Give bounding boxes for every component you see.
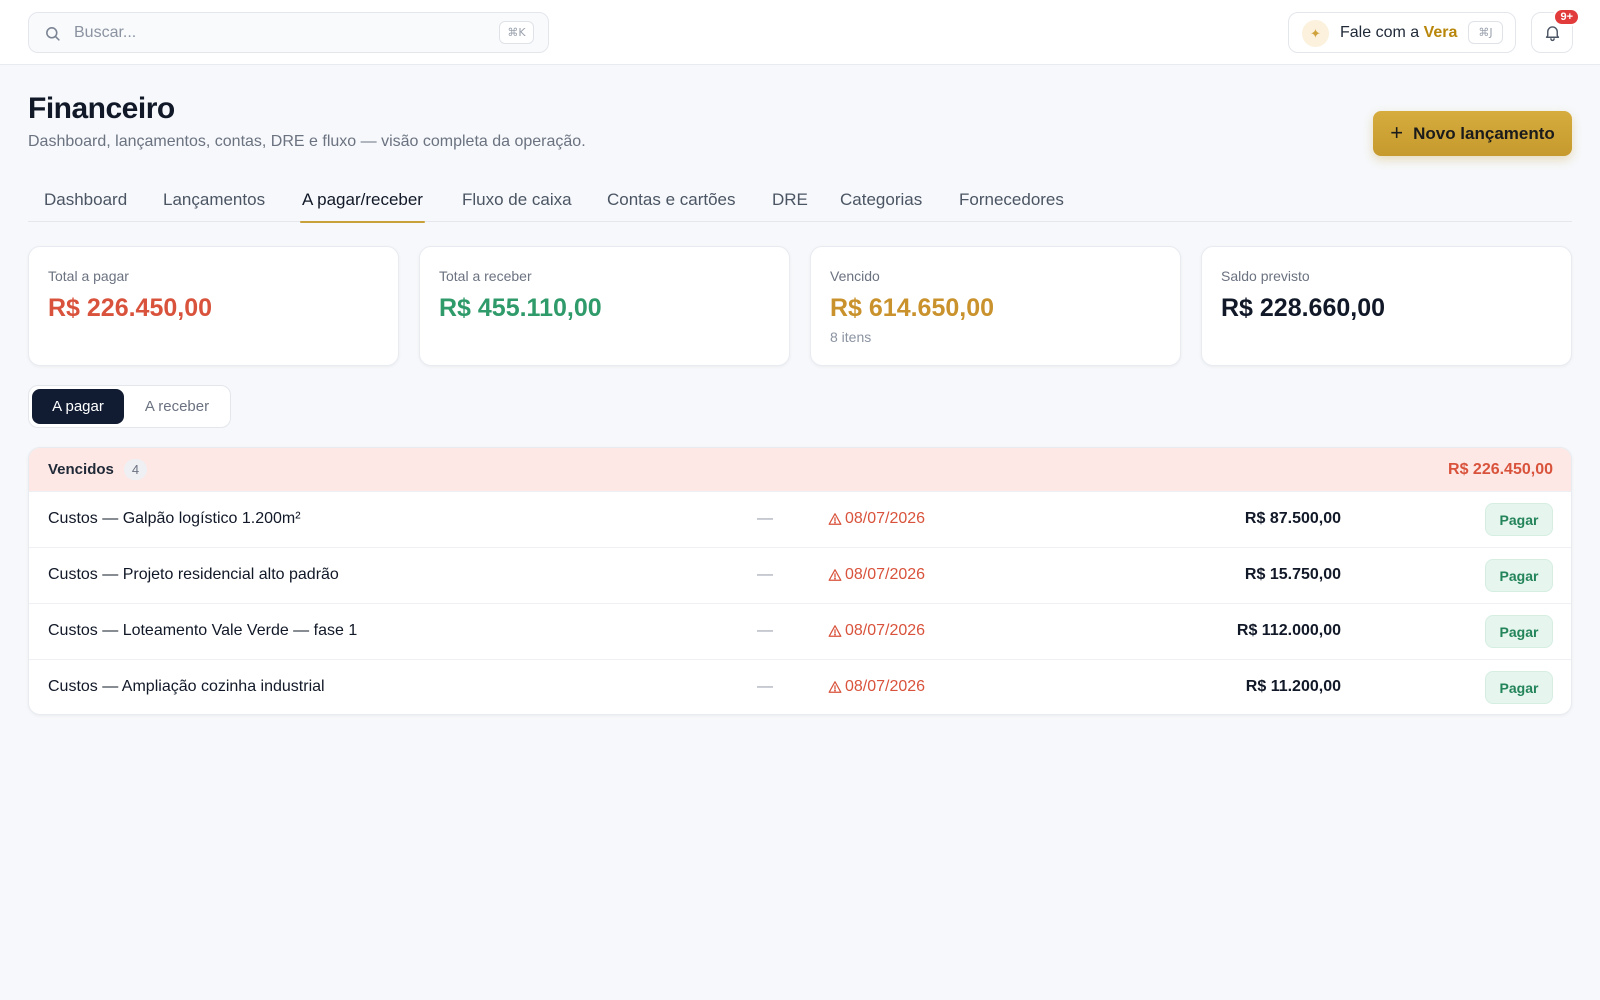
row-empty-cell: — bbox=[757, 622, 773, 639]
row-amount: R$ 11.200,00 bbox=[1245, 678, 1341, 695]
row-due-date: 08/07/2026 bbox=[828, 510, 925, 528]
row-amount: R$ 112.000,00 bbox=[1236, 622, 1341, 639]
row-amount: R$ 87.500,00 bbox=[1244, 510, 1341, 527]
stat-value: R$ 228.660,00 bbox=[1221, 294, 1386, 322]
row-due-date: 08/07/2026 bbox=[828, 678, 925, 696]
tab-categorias[interactable]: Categorias bbox=[840, 190, 923, 209]
stat-card-saldo-previsto: Saldo previsto R$ 228.660,00 bbox=[1201, 246, 1572, 366]
row-empty-cell: — bbox=[757, 510, 773, 527]
pay-button[interactable]: Pagar bbox=[1485, 671, 1553, 704]
assistant-name: Vera bbox=[1423, 24, 1458, 41]
table-row[interactable]: Custos — Projeto residencial alto padrão… bbox=[29, 547, 1571, 603]
pay-button[interactable]: Pagar bbox=[1485, 503, 1553, 536]
tab-a-pagar-receber[interactable]: A pagar/receber bbox=[300, 190, 425, 223]
segment-a-pagar[interactable]: A pagar bbox=[32, 389, 124, 424]
group-count-badge: 4 bbox=[124, 459, 147, 480]
due-date-text: 08/07/2026 bbox=[845, 510, 926, 527]
due-date-text: 08/07/2026 bbox=[845, 566, 926, 583]
search-placeholder: Buscar... bbox=[74, 24, 137, 41]
tab-dre[interactable]: DRE bbox=[772, 190, 808, 209]
group-title: Vencidos bbox=[48, 461, 114, 478]
pay-button[interactable]: Pagar bbox=[1485, 615, 1553, 648]
row-amount: R$ 15.750,00 bbox=[1244, 566, 1341, 583]
row-description: Custos — Galpão logístico 1.200m² bbox=[48, 510, 301, 527]
stat-card-vencido: Vencido R$ 614.650,00 8 itens bbox=[810, 246, 1181, 366]
tab-fornecedores[interactable]: Fornecedores bbox=[959, 190, 1064, 209]
pay-button[interactable]: Pagar bbox=[1485, 559, 1553, 592]
tab-lancamentos[interactable]: Lançamentos bbox=[163, 190, 266, 209]
search-input[interactable]: Buscar... ⌘K bbox=[28, 12, 549, 53]
warning-icon bbox=[828, 513, 842, 525]
tab-dashboard[interactable]: Dashboard bbox=[44, 190, 128, 209]
new-entry-label: Novo lançamento bbox=[1413, 123, 1555, 143]
due-date-text: 08/07/2026 bbox=[845, 678, 926, 695]
top-bar: Buscar... ⌘K ✦ Fale com a Vera ⌘J 9+ bbox=[0, 0, 1600, 65]
stat-sub: 8 itens bbox=[830, 329, 872, 345]
segment-a-receber[interactable]: A receber bbox=[144, 398, 210, 415]
assistant-prefix: Fale com a bbox=[1340, 24, 1424, 41]
warning-icon bbox=[828, 625, 842, 637]
stat-label: Total a receber bbox=[439, 268, 532, 284]
overdue-table: Vencidos 4 R$ 226.450,00 Custos — Galpão… bbox=[28, 447, 1572, 715]
row-empty-cell: — bbox=[757, 678, 773, 695]
stat-value: R$ 455.110,00 bbox=[439, 294, 602, 322]
row-description: Custos — Loteamento Vale Verde — fase 1 bbox=[48, 622, 358, 639]
assistant-button[interactable]: ✦ Fale com a Vera ⌘J bbox=[1288, 12, 1516, 53]
assistant-label: Fale com a Vera bbox=[1340, 24, 1457, 42]
row-due-date: 08/07/2026 bbox=[828, 622, 925, 640]
tab-contas-e-cartoes[interactable]: Contas e cartões bbox=[607, 190, 736, 209]
group-header-vencidos[interactable]: Vencidos 4 R$ 226.450,00 bbox=[29, 448, 1571, 491]
notifications-button[interactable]: 9+ bbox=[1531, 8, 1580, 53]
row-due-date: 08/07/2026 bbox=[828, 566, 925, 584]
tab-fluxo-de-caixa[interactable]: Fluxo de caixa bbox=[462, 190, 572, 209]
page-subtitle: Dashboard, lançamentos, contas, DRE e fl… bbox=[28, 133, 586, 150]
stat-label: Total a pagar bbox=[48, 268, 129, 284]
due-date-text: 08/07/2026 bbox=[845, 622, 926, 639]
row-description: Custos — Ampliação cozinha industrial bbox=[48, 678, 325, 695]
bell-icon bbox=[1545, 26, 1560, 42]
stat-card-total-a-pagar: Total a pagar R$ 226.450,00 bbox=[28, 246, 399, 366]
warning-icon bbox=[828, 681, 842, 693]
search-shortcut: ⌘K bbox=[499, 21, 534, 44]
warning-icon bbox=[828, 569, 842, 581]
sparkle-icon: ✦ bbox=[1302, 20, 1329, 47]
group-total: R$ 226.450,00 bbox=[1448, 461, 1553, 478]
row-description: Custos — Projeto residencial alto padrão bbox=[48, 566, 339, 583]
assistant-shortcut: ⌘J bbox=[1468, 21, 1503, 44]
table-row[interactable]: Custos — Galpão logístico 1.200m² — 08/0… bbox=[29, 491, 1571, 547]
tab-bar: Dashboard Lançamentos A pagar/receber Fl… bbox=[28, 176, 1572, 223]
row-empty-cell: — bbox=[757, 566, 773, 583]
new-entry-button[interactable]: + Novo lançamento bbox=[1373, 111, 1572, 156]
stat-value: R$ 614.650,00 bbox=[830, 294, 995, 322]
plus-icon: + bbox=[1390, 119, 1404, 145]
table-row[interactable]: Custos — Ampliação cozinha industrial — … bbox=[29, 659, 1571, 714]
stat-label: Vencido bbox=[830, 268, 880, 284]
stat-card-total-a-receber: Total a receber R$ 455.110,00 bbox=[419, 246, 790, 366]
payable-receivable-toggle: A pagar A receber bbox=[28, 385, 231, 428]
notification-badge: 9+ bbox=[1553, 8, 1580, 26]
stat-label: Saldo previsto bbox=[1221, 268, 1310, 284]
search-icon bbox=[44, 25, 61, 42]
page-title: Financeiro bbox=[28, 92, 175, 125]
table-row[interactable]: Custos — Loteamento Vale Verde — fase 1 … bbox=[29, 603, 1571, 659]
stat-value: R$ 226.450,00 bbox=[48, 294, 213, 322]
